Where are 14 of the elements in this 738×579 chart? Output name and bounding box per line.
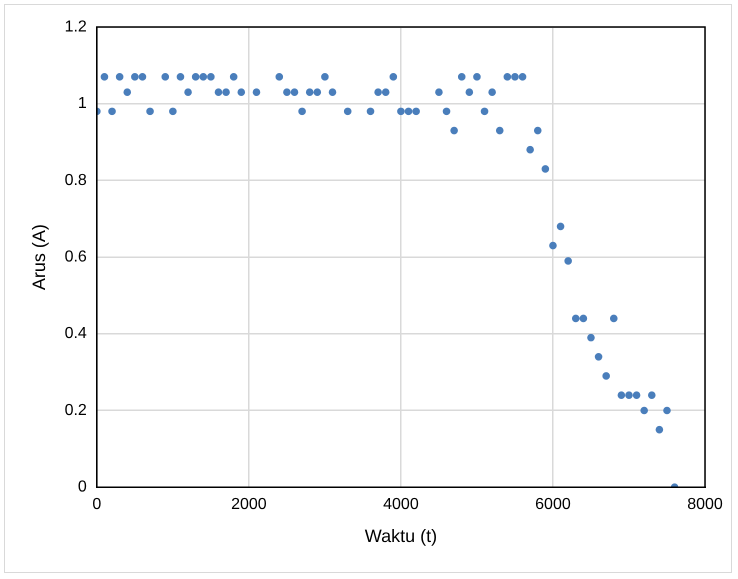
- y-axis-title: Arus (A): [28, 224, 49, 290]
- y-tick-label: 1.2: [64, 18, 87, 36]
- y-tick-label: 1: [78, 95, 87, 112]
- x-tick-label: 2000: [231, 496, 267, 514]
- y-tick-label: 0.2: [64, 402, 87, 419]
- x-tick-label: 6000: [535, 496, 571, 514]
- y-tick-label: 0.4: [64, 325, 87, 342]
- y-tick-label: 0.6: [64, 248, 87, 266]
- y-tick-label: 0.8: [64, 172, 87, 189]
- x-tick-label: 8000: [687, 496, 723, 514]
- x-axis-title: Waktu (t): [364, 526, 438, 546]
- x-tick-label: 0: [92, 496, 102, 514]
- y-tick-label: 0: [78, 478, 87, 496]
- x-tick-label: 4000: [383, 496, 419, 514]
